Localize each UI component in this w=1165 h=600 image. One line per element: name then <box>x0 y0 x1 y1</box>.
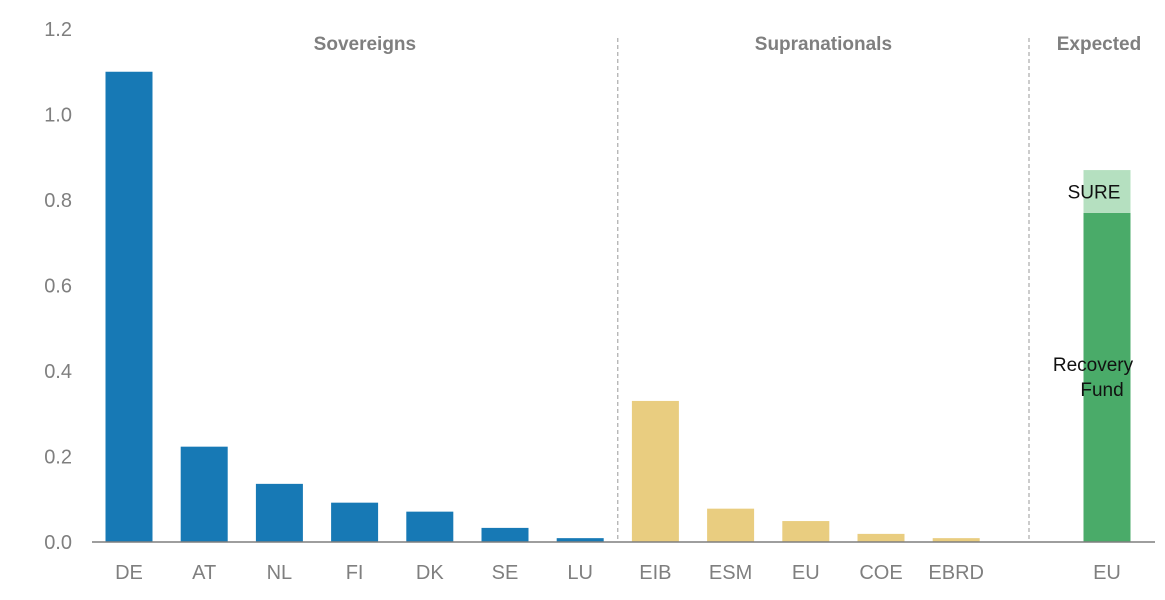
group-title-supranationals: Supranationals <box>755 34 892 55</box>
segment-label-recovery-fund: Recovery <box>1053 355 1134 376</box>
bar-eib <box>631 400 679 542</box>
bar-nl <box>255 483 303 542</box>
bar-coe <box>857 533 905 542</box>
x-tick-label: LU <box>567 562 593 584</box>
x-tick-label: DK <box>416 562 444 584</box>
x-tick-label: EBRD <box>928 562 984 584</box>
group-title-sovereigns: Sovereigns <box>314 34 416 55</box>
segment-label-recovery-fund: Fund <box>1080 380 1123 401</box>
bar-segment-sure <box>1083 170 1131 213</box>
y-tick-label: 0.2 <box>44 447 72 469</box>
bar-lu <box>556 538 604 542</box>
bar-fi <box>331 502 379 542</box>
x-tick-label: SE <box>492 562 519 584</box>
y-tick-label: 1.2 <box>44 19 72 41</box>
bar-segment-recovery-fund <box>1083 212 1131 542</box>
x-tick-label: DE <box>115 562 143 584</box>
bar-esm <box>707 508 755 542</box>
x-tick-label: NL <box>267 562 293 584</box>
y-tick-label: 0.6 <box>44 276 72 298</box>
x-tick-label: EIB <box>639 562 671 584</box>
y-tick-label: 0.4 <box>44 361 72 383</box>
group-title-expected: Expected <box>1057 34 1141 55</box>
y-tick-label: 0.0 <box>44 532 72 554</box>
segment-label-sure: SURE <box>1068 182 1121 203</box>
bar-eu <box>782 521 830 542</box>
x-tick-label: COE <box>859 562 902 584</box>
bar-ebrd <box>932 538 980 542</box>
bar-de <box>105 71 153 542</box>
bar-se <box>481 527 529 542</box>
x-tick-label: FI <box>346 562 364 584</box>
bar-at <box>180 446 228 542</box>
x-tick-label: AT <box>192 562 216 584</box>
y-tick-label: 1.0 <box>44 105 72 127</box>
bar-dk <box>406 511 454 542</box>
x-tick-label: ESM <box>709 562 752 584</box>
y-tick-label: 0.8 <box>44 190 72 212</box>
x-tick-label: EU <box>1093 562 1121 584</box>
x-tick-label: EU <box>792 562 820 584</box>
